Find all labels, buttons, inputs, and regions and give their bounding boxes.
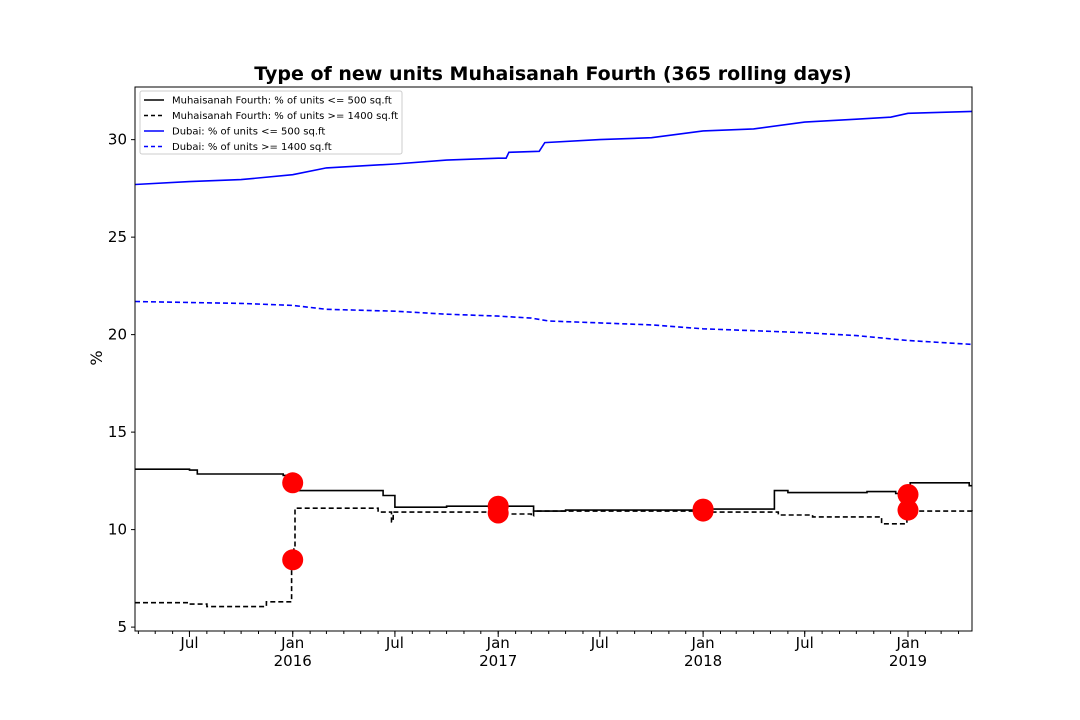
marker-point-2 xyxy=(282,549,304,571)
x-tick-label-5: Jul xyxy=(590,634,609,652)
legend: Muhaisanah Fourth: % of units <= 500 sq.… xyxy=(139,90,403,155)
x-tick-label-2: Jan xyxy=(280,634,304,652)
series-line-2 xyxy=(135,507,973,608)
x-tick-label-4: Jan xyxy=(486,634,510,652)
plot-frame xyxy=(134,86,973,632)
y-tick-label-6: 30 xyxy=(108,131,127,149)
marker-point-4 xyxy=(487,502,509,524)
y-tick-label-4: 20 xyxy=(108,326,127,344)
legend-box xyxy=(139,90,403,155)
y-tick-label-1: 5 xyxy=(117,618,127,636)
y-axis: 5 10 15 20 25 30 xyxy=(108,131,135,636)
x-tick-year-label-4: 2017 xyxy=(479,652,517,670)
x-tick-year-label-2: 2016 xyxy=(274,652,312,670)
x-tick-label-8: Jan xyxy=(895,634,919,652)
marker-point-8 xyxy=(897,499,919,521)
series-line-3 xyxy=(134,110,973,186)
legend-label-2: Muhaisanah Fourth: % of units >= 1400 sq… xyxy=(172,111,398,122)
x-tick-label-1: Jul xyxy=(179,634,198,652)
y-tick-label-2: 10 xyxy=(108,521,127,539)
chart-title: Type of new units Muhaisanah Fourth (365… xyxy=(254,63,851,85)
x-tick-year-label-6: 2018 xyxy=(684,652,722,670)
x-tick-year-label-8: 2019 xyxy=(889,652,927,670)
legend-label-3: Dubai: % of units <= 500 sq.ft xyxy=(172,127,325,138)
y-tick-label-5: 25 xyxy=(108,228,127,246)
marker-point-1 xyxy=(282,472,304,494)
legend-label-1: Muhaisanah Fourth: % of units <= 500 sq.… xyxy=(172,96,392,107)
legend-label-4: Dubai: % of units >= 1400 sq.ft xyxy=(172,142,332,153)
x-tick-label-7: Jul xyxy=(795,634,814,652)
x-tick-label-3: Jul xyxy=(385,634,404,652)
y-axis-label: % xyxy=(87,350,106,365)
marker-point-6 xyxy=(692,500,714,522)
legend-items: Muhaisanah Fourth: % of units <= 500 sq.… xyxy=(144,96,398,153)
marker-point-7 xyxy=(897,484,919,505)
x-tick-label-6: Jan xyxy=(691,634,715,652)
y-tick-label-3: 15 xyxy=(108,423,127,441)
marker-layer xyxy=(282,472,919,571)
